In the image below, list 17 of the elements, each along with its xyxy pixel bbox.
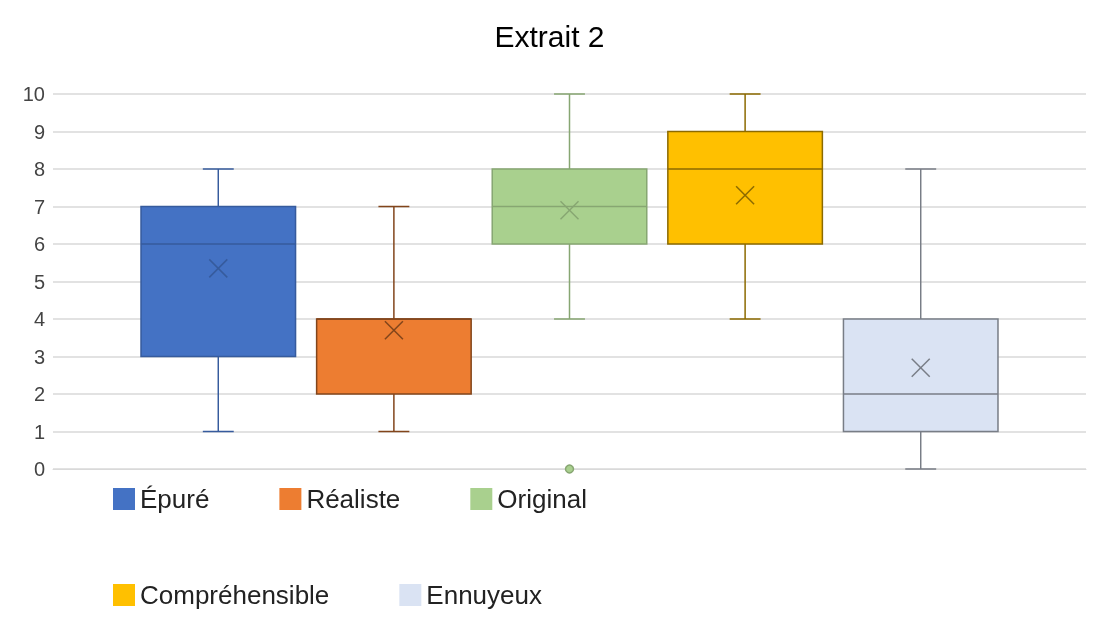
- y-tick-label: 3: [33, 345, 45, 368]
- y-tick-label: 4: [33, 308, 45, 330]
- y-tick-label: 5: [33, 270, 45, 293]
- legend-label: Épuré: [140, 484, 210, 514]
- y-tick-label: 2: [33, 383, 45, 405]
- chart-title: Extrait 2: [494, 19, 605, 53]
- y-tick-label: 8: [33, 158, 45, 180]
- y-tick-label: 10: [22, 83, 45, 105]
- legend-label: Compréhensible: [140, 580, 330, 610]
- y-tick-label: 7: [33, 195, 45, 218]
- y-tick-label: 1: [33, 420, 45, 443]
- y-tick-label: 9: [33, 120, 45, 143]
- y-tick-label: 6: [33, 233, 45, 255]
- legend-label: Réaliste: [306, 484, 401, 514]
- y-tick-label: 0: [33, 458, 45, 480]
- legend-label: Ennuyeux: [426, 580, 542, 610]
- legend-label: Original: [497, 484, 587, 514]
